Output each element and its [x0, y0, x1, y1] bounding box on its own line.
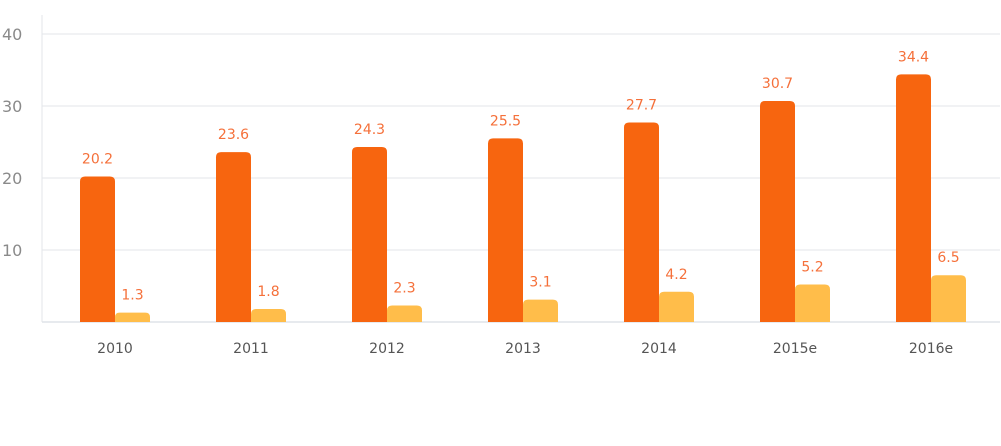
y-tick-label: 20 — [2, 169, 22, 188]
x-tick-label: 2011 — [233, 341, 269, 357]
data-label: 1.8 — [257, 284, 279, 300]
data-label: 20.2 — [82, 152, 113, 168]
bar-secondary — [659, 291, 694, 322]
bar-secondary — [387, 305, 422, 322]
data-label: 27.7 — [626, 98, 657, 114]
bar-primary — [488, 138, 523, 322]
data-label: 2.3 — [393, 280, 415, 296]
data-label: 34.4 — [898, 49, 929, 65]
x-tick-label: 2012 — [369, 341, 405, 357]
data-label: 25.5 — [490, 113, 521, 129]
bar-secondary — [115, 312, 150, 322]
data-label: 5.2 — [801, 260, 823, 276]
x-tick-label: 2010 — [97, 341, 133, 357]
bar-primary — [896, 74, 931, 322]
y-tick-label: 10 — [2, 241, 22, 260]
bar-secondary — [795, 284, 830, 322]
bar-primary — [760, 100, 795, 323]
x-tick-label: 2013 — [505, 341, 541, 357]
bar-primary — [80, 176, 115, 322]
data-label: 24.3 — [354, 122, 385, 138]
x-tick-label: 2016e — [909, 341, 953, 357]
data-label: 30.7 — [762, 76, 793, 92]
data-label: 3.1 — [529, 275, 551, 291]
data-label: 6.5 — [937, 250, 959, 266]
bar-primary — [624, 122, 659, 322]
y-tick-label: 30 — [2, 97, 22, 116]
bar-secondary — [251, 309, 286, 322]
bar-primary — [216, 152, 251, 322]
data-label: 4.2 — [665, 267, 687, 283]
x-tick-label: 2014 — [641, 341, 677, 357]
y-tick-label: 40 — [2, 25, 22, 44]
bar-secondary — [523, 299, 558, 322]
bar-secondary — [931, 275, 966, 322]
bar-primary — [352, 147, 387, 322]
data-label: 23.6 — [218, 127, 249, 143]
data-label: 1.3 — [121, 288, 143, 304]
x-tick-label: 2015e — [773, 341, 817, 357]
